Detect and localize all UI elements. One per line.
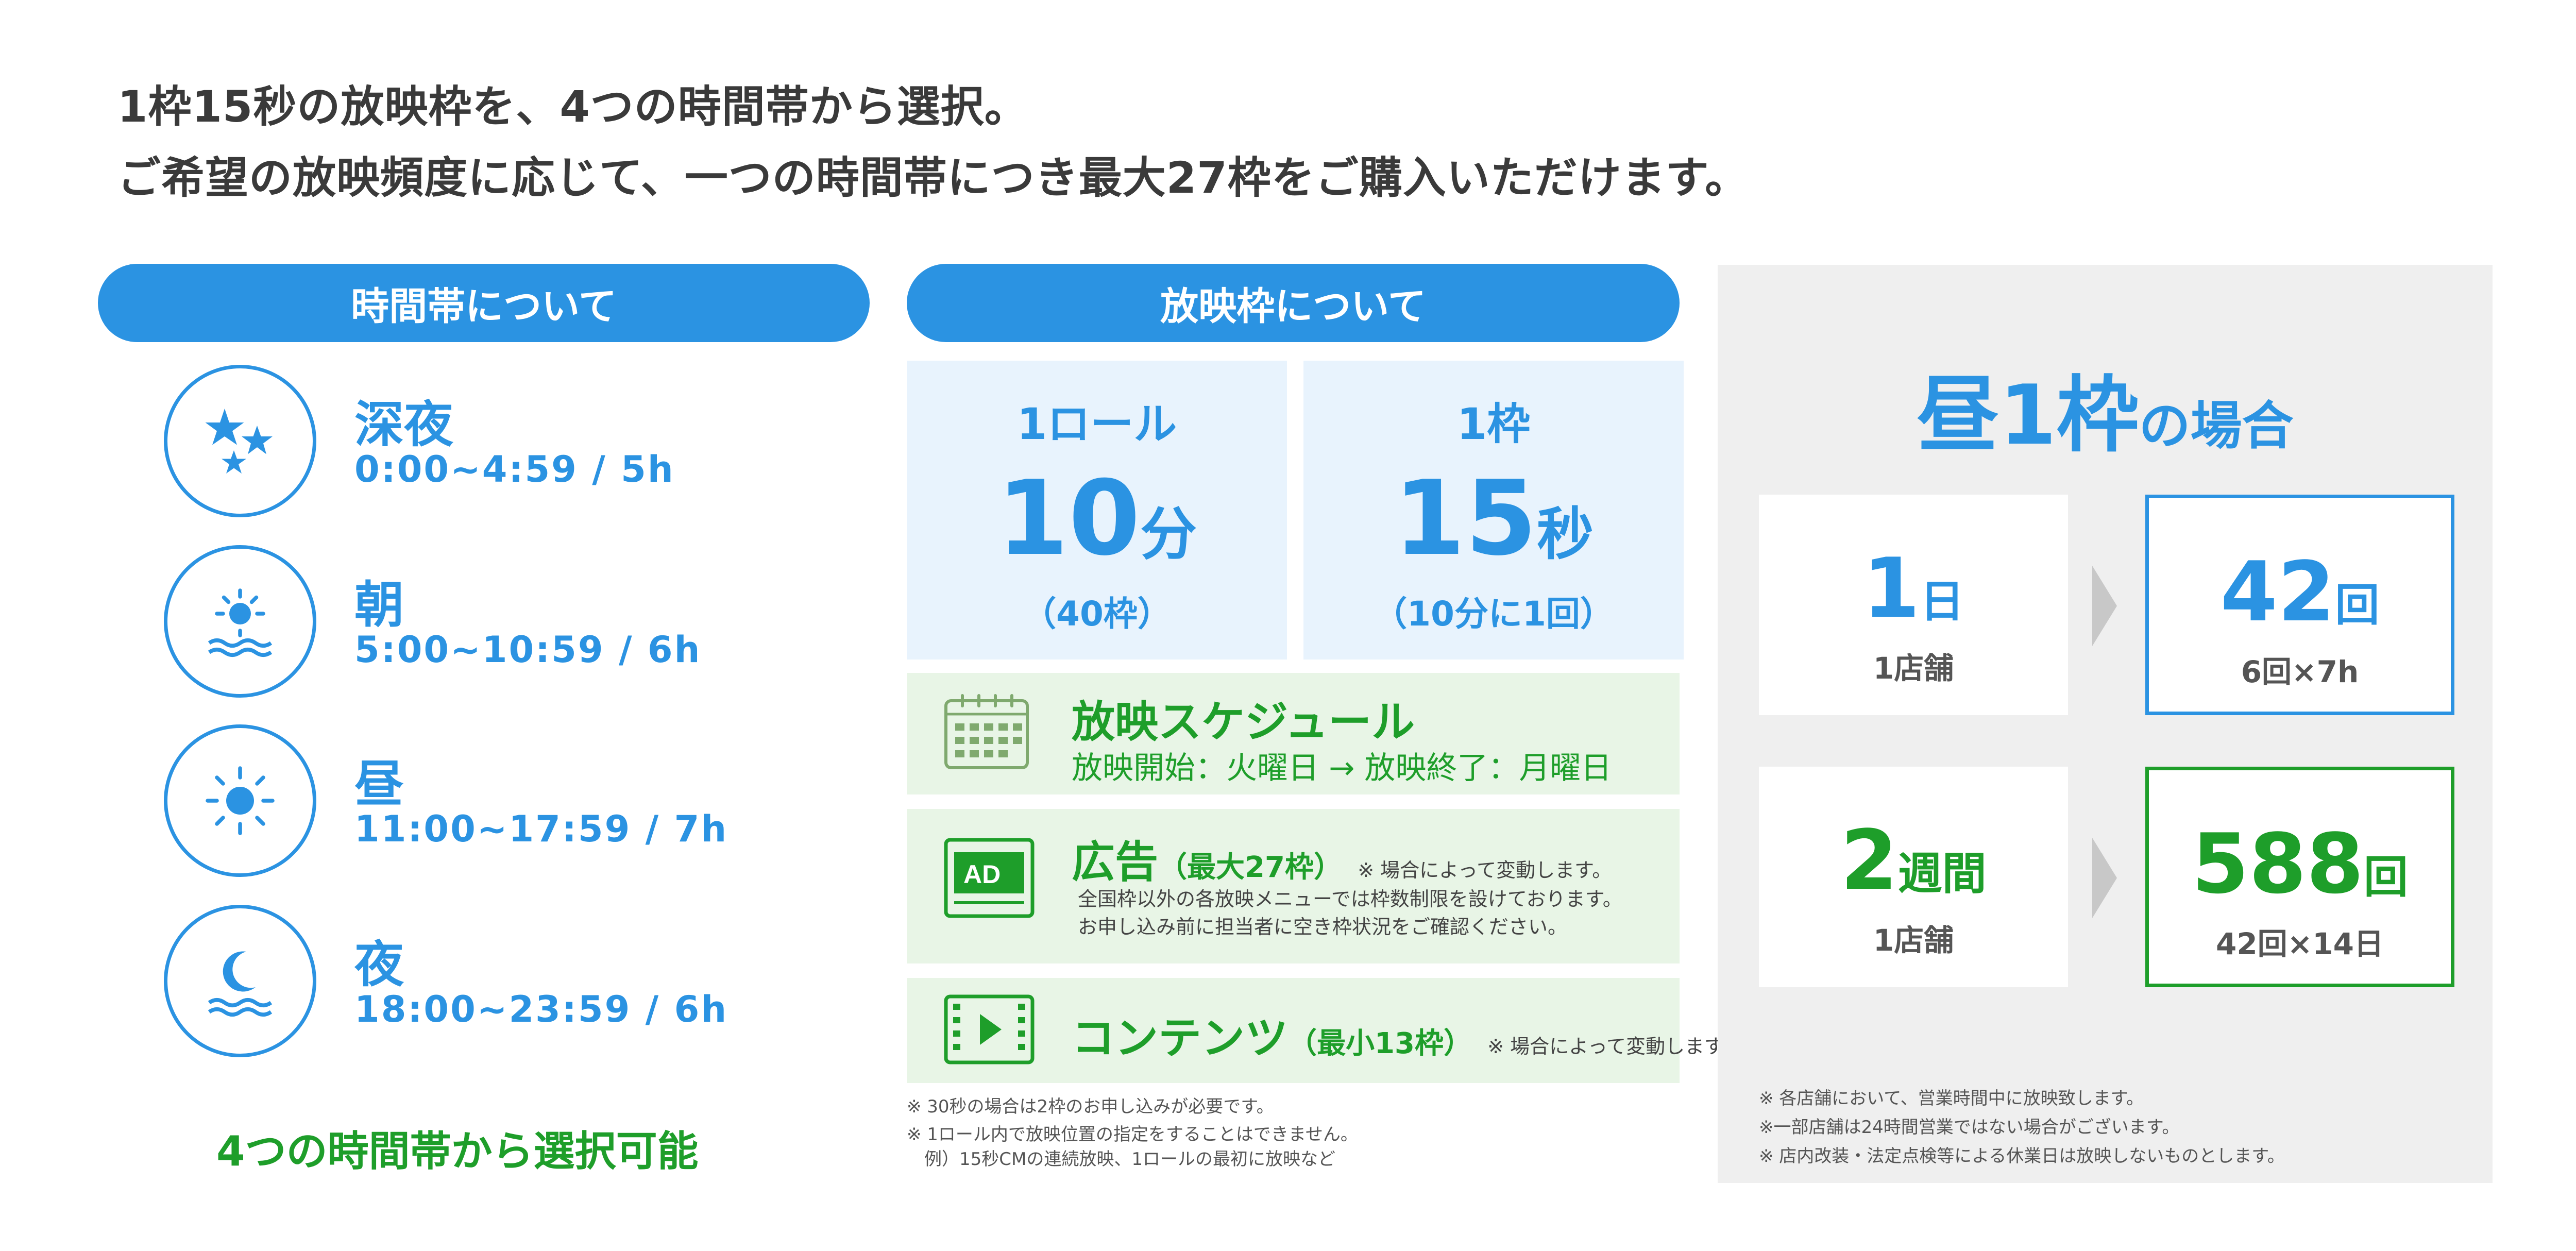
- slot-section-header: 放映枠について: [907, 264, 1680, 342]
- panel-title-suffix: の場合: [2139, 396, 2294, 456]
- two-week-box: 2週間 1店舗: [1759, 767, 2068, 987]
- roll-title: 1ロール: [1016, 399, 1177, 449]
- ad-title-row: 広告（最大27枠） ※ 場合によって変動します。: [1072, 827, 1612, 890]
- time-band-name: 昼: [354, 755, 404, 813]
- panel-title: 昼1枠の場合: [1718, 348, 2493, 468]
- schedule-box: 放映スケジュール 放映開始：火曜日 → 放映終了：月曜日: [907, 673, 1680, 794]
- week-result-number: 588: [2192, 816, 2364, 912]
- frame-note: （10分に1回）: [1373, 594, 1614, 634]
- footnote-example: 例）15秒CMの連続放映、1ロールの最初に放映など: [907, 1149, 1335, 1170]
- ad-icon: AD: [943, 837, 1036, 919]
- time-band-daytime: 昼 11:00~17:59 / 7h: [164, 724, 834, 877]
- content-box: コンテンツ（最小13枠） ※ 場合によって変動します。: [907, 978, 1741, 1083]
- ad-desc-line-1: 全国枠以外の各放映メニューでは枠数制限を設けております。: [1078, 888, 1622, 910]
- ad-box: AD 広告（最大27枠） ※ 場合によって変動します。 全国枠以外の各放映メニュ…: [907, 809, 1680, 963]
- selectable-note: 4つの時間帯から選択可能: [216, 1127, 699, 1175]
- day-unit: 日: [1920, 576, 1964, 628]
- week-result-unit: 回: [2363, 852, 2408, 903]
- schedule-title: 放映スケジュール: [1072, 697, 1415, 747]
- frame-info-box: 1枠 15秒 （10分に1回）: [1303, 361, 1684, 660]
- week-number: 2: [1840, 812, 1898, 908]
- ad-desc-line-2: お申し込み前に担当者に空き枠状況をご確認ください。: [1078, 916, 1568, 938]
- time-band-hours: 0:00~4:59 / 5h: [354, 448, 675, 491]
- two-week-result-box: 588回 42回×14日: [2145, 767, 2454, 987]
- one-day-result-label: 6回×7h: [2241, 654, 2359, 689]
- two-week-result-value: 588回: [2149, 816, 2451, 912]
- headline-line-2: ご希望の放映頻度に応じて、一つの時間帯につき最大27枠をご購入いただけます。: [117, 153, 1749, 203]
- two-week-value: 2週間: [1759, 812, 2068, 908]
- content-title: コンテンツ: [1072, 1013, 1289, 1063]
- one-day-result-value: 42回: [2149, 544, 2451, 640]
- frame-unit: 秒: [1537, 501, 1594, 567]
- day-result-unit: 回: [2335, 580, 2380, 631]
- time-band-morning: 朝 5:00~10:59 / 6h: [164, 545, 834, 698]
- panel-note-2: ※一部店舗は24時間営業ではない場合がございます。: [1759, 1117, 2180, 1138]
- slot-footnotes: ※ 30秒の場合は2枠のお申し込みが必要です。 ※ 1ロール内で放映位置の指定を…: [907, 1094, 1358, 1172]
- sunrise-icon: [164, 545, 316, 698]
- ad-max-frames: （最大27枠）: [1158, 851, 1343, 884]
- one-day-value: 1日: [1759, 540, 2068, 636]
- time-band-hours: 18:00~23:59 / 6h: [354, 988, 728, 1030]
- ad-note: ※ 場合によって変動します。: [1358, 859, 1612, 882]
- roll-value: 10: [996, 459, 1141, 579]
- stars-icon: [164, 365, 316, 517]
- panel-title-main: 昼1枠: [1917, 367, 2139, 463]
- two-week-result-label: 42回×14日: [2215, 926, 2384, 961]
- frame-title: 1枠: [1456, 399, 1531, 449]
- calendar-icon: [943, 694, 1030, 771]
- time-band-name: 夜: [354, 936, 404, 993]
- roll-note: （40枠）: [1022, 594, 1172, 634]
- footnote-position: ※ 1ロール内で放映位置の指定をすることはできません。: [907, 1124, 1358, 1145]
- arrow-right-icon: [2092, 838, 2117, 918]
- time-band-hours: 11:00~17:59 / 7h: [354, 808, 728, 850]
- panel-note-1: ※ 各店舗において、営業時間中に放映致します。: [1759, 1088, 2144, 1109]
- day-result-number: 42: [2220, 544, 2335, 640]
- one-day-label: 1店舗: [1873, 651, 1954, 686]
- frame-value: 15: [1393, 459, 1537, 579]
- roll-duration: 10分: [907, 459, 1287, 579]
- roll-info-box: 1ロール 10分 （40枠）: [907, 361, 1287, 660]
- time-band-name: 深夜: [354, 396, 453, 453]
- panel-notes: ※ 各店舗において、営業時間中に放映致します。 ※一部店舗は24時間営業ではない…: [1759, 1084, 2285, 1171]
- sun-icon: [164, 724, 316, 877]
- time-band-late-night: 深夜 0:00~4:59 / 5h: [164, 365, 834, 517]
- time-band-hours: 5:00~10:59 / 6h: [354, 629, 702, 671]
- one-day-result-box: 42回 6回×7h: [2145, 495, 2454, 715]
- frame-duration: 15秒: [1303, 459, 1684, 579]
- ad-description: 全国枠以外の各放映メニューでは枠数制限を設けております。 お申し込み前に担当者に…: [1078, 885, 1622, 941]
- content-title-row: コンテンツ（最小13枠） ※ 場合によって変動します。: [1072, 1004, 1741, 1066]
- panel-note-3: ※ 店内改装・法定点検等による休業日は放映しないものとします。: [1759, 1146, 2285, 1167]
- time-section-header: 時間帯について: [98, 264, 870, 342]
- day-number: 1: [1862, 540, 1920, 636]
- schedule-period: 放映開始：火曜日 → 放映終了：月曜日: [1072, 750, 1612, 786]
- week-unit: 週間: [1897, 848, 1987, 900]
- arrow-right-icon: [2092, 566, 2117, 646]
- headline-line-1: 1枠15秒の放映枠を、4つの時間帯から選択。: [117, 81, 1028, 132]
- ad-title: 広告: [1072, 837, 1159, 887]
- footnote-30sec: ※ 30秒の場合は2枠のお申し込みが必要です。: [907, 1096, 1274, 1117]
- two-week-label: 1店舗: [1873, 923, 1954, 958]
- roll-unit: 分: [1140, 501, 1197, 567]
- ad-icon-text: AD: [963, 860, 1001, 889]
- video-icon: [943, 993, 1036, 1066]
- content-min-frames: （最小13枠）: [1288, 1027, 1472, 1060]
- time-band-night: 夜 18:00~23:59 / 6h: [164, 905, 834, 1057]
- content-note: ※ 場合によって変動します。: [1487, 1035, 1742, 1058]
- daytime-example-panel: 昼1枠の場合 1日 1店舗 42回 6回×7h 2週間 1店舗 588回 42回…: [1718, 265, 2493, 1183]
- one-day-box: 1日 1店舗: [1759, 495, 2068, 715]
- moon-icon: [164, 905, 316, 1057]
- time-band-name: 朝: [354, 576, 404, 634]
